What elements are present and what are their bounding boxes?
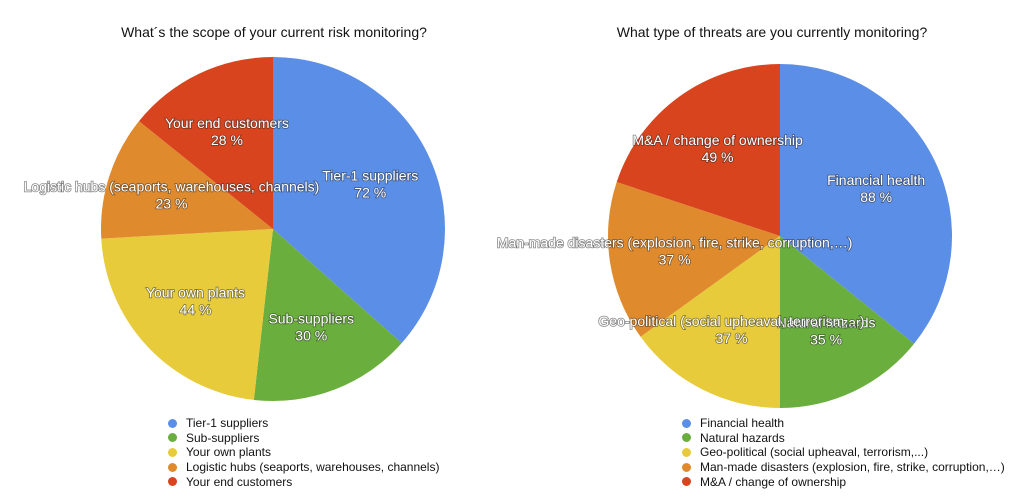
pie-slice-your-own-plants — [101, 229, 273, 400]
slice-name-label: Logistic hubs (seaports, warehouses, cha… — [24, 179, 320, 195]
pie-slice-sub-suppliers — [253, 229, 402, 401]
chart-title: What´s the scope of your current risk mo… — [121, 24, 427, 40]
slice-name-label: Man-made disasters (explosion, fire, str… — [497, 234, 853, 250]
slice-value-label: 35 % — [810, 331, 842, 347]
legend-swatch — [168, 447, 177, 457]
legend: Financial health Natural hazards Geo-polit… — [682, 416, 1005, 489]
slice-name-label: Geo-political (social upheaval, terroris… — [598, 313, 864, 329]
slice-name-label: Natural hazards — [777, 314, 876, 330]
slice-value-label: 88 % — [860, 189, 892, 205]
pie-slice-financial-health — [780, 64, 952, 344]
legend-label: Logistic hubs (seaports, warehouses, cha… — [186, 460, 440, 475]
slice-name-label: Sub-suppliers — [268, 311, 354, 327]
slice-value-label: 44 % — [180, 301, 212, 317]
slice-name-label: Your own plants — [146, 284, 245, 300]
legend-label: Financial health — [700, 416, 785, 431]
legend-swatch — [682, 418, 691, 428]
slices — [608, 63, 952, 408]
pie-slice-geo-political-social-upheaval-terrorism — [640, 236, 780, 408]
legend: Tier-1 suppliers Sub-suppliers Your own pl… — [168, 416, 439, 489]
legend-item: Logistic hubs (seaports, warehouses, cha… — [168, 460, 439, 475]
legend-swatch — [682, 433, 691, 443]
pie-chart-threats: What type of threats are you currently m… — [496, 0, 1024, 501]
slice-value-label: 72 % — [354, 184, 386, 200]
legend-item: Financial health — [682, 416, 1005, 431]
legend-label: M&A / change of ownership — [700, 474, 847, 489]
slice-value-label: 37 % — [659, 251, 691, 267]
legend-item: M&A / change of ownership — [682, 474, 1005, 489]
legend-item: Your own plants — [168, 445, 439, 460]
legend-swatch — [682, 477, 691, 487]
legend-swatch — [682, 462, 691, 472]
legend-item: Your end customers — [168, 474, 439, 489]
slice-value-label: 23 % — [156, 196, 188, 212]
legend-label: Geo-political (social upheaval, terroris… — [700, 445, 929, 460]
slice-name-label: Your end customers — [165, 115, 289, 131]
legend-swatch — [168, 433, 177, 443]
legend-item: Natural hazards — [682, 431, 1005, 446]
pie-slice-man-made-disasters-explosion-fire-strike-corruption — [608, 182, 780, 337]
slices — [101, 57, 445, 401]
pie-slice-your-end-customers — [139, 57, 273, 229]
pie-slice-logistic-hubs-seaports-warehouses-channels — [101, 121, 273, 239]
slice-name-label: M&A / change of ownership — [632, 132, 803, 148]
legend-item: Man-made disasters (explosion, fire, str… — [682, 460, 1005, 475]
slice-value-label: 37 % — [716, 330, 748, 346]
pie-chart-scope: What´s the scope of your current risk mo… — [23, 24, 445, 489]
legend-swatch — [168, 477, 177, 487]
legend-item: Geo-political (social upheaval, terroris… — [682, 445, 1005, 460]
slice-name-label: Financial health — [827, 172, 925, 188]
slice-value-label: 28 % — [211, 132, 243, 148]
slice-value-label: 30 % — [295, 328, 327, 344]
legend-item: Tier-1 suppliers — [168, 416, 439, 431]
legend-label: Your end customers — [186, 474, 293, 489]
legend-label: Sub-suppliers — [186, 430, 260, 445]
legend-swatch — [682, 447, 691, 457]
pie-slice-tier-1-suppliers — [273, 57, 445, 344]
pie-slice-m-a-change-of-ownership — [616, 63, 780, 237]
slice-name-label: Tier-1 suppliers — [322, 167, 418, 183]
legend-label: Your own plants — [186, 445, 271, 460]
legend-swatch — [168, 462, 177, 472]
pie-slice-natural-hazards — [780, 236, 915, 408]
legend-label: Man-made disasters (explosion, fire, str… — [700, 460, 1005, 475]
legend-label: Tier-1 suppliers — [186, 416, 269, 431]
legend-swatch — [168, 418, 177, 428]
legend-item: Sub-suppliers — [168, 431, 439, 446]
chart-title: What type of threats are you currently m… — [616, 24, 928, 40]
slice-value-label: 49 % — [702, 149, 734, 165]
legend-label: Natural hazards — [700, 430, 785, 445]
